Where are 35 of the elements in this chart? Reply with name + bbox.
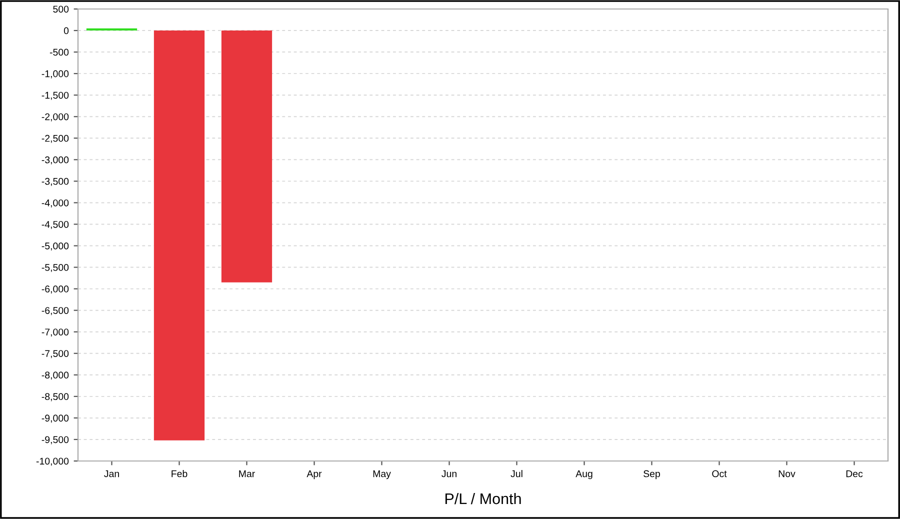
x-tick-label: Jun [442,470,456,478]
x-tick-label: Oct [712,470,727,478]
y-tick-label: -5,500 [42,264,69,272]
x-axis-title: P/L / Month [445,492,521,504]
y-tick-label: -4,000 [42,199,69,208]
y-tick-label: -1,500 [42,92,69,100]
x-tick-label: May [373,470,391,480]
y-tick-label: -500 [50,48,69,56]
y-tick-label: -6,000 [42,286,69,294]
x-tick-label: Jan [104,470,119,478]
y-tick-label: -9,000 [42,414,69,423]
y-tick-label: -7,500 [42,350,69,358]
y-tick-label: -8,000 [42,372,69,380]
y-tick-label: -7,000 [42,328,69,337]
y-tick-label: 500 [53,6,69,13]
y-tick-label: -1,000 [42,70,69,78]
x-tick-label: Dec [846,470,863,478]
y-tick-label: 0 [64,27,69,34]
x-tick-label: Mar [239,470,255,478]
y-tick-label: -2,000 [42,113,69,122]
x-tick-label: Nov [778,470,796,478]
y-tick-label: -4,500 [42,220,69,230]
y-tick-label: -8,500 [42,393,69,402]
y-tick-label: -10,000 [36,458,69,466]
x-tick-label: Apr [306,470,322,480]
x-tick-label: Feb [172,470,188,478]
y-tick-label: -9,500 [42,436,69,444]
y-tick-label: -2,500 [42,134,69,143]
y-tick-label: -6,500 [42,307,69,316]
x-tick-label: Jul [510,470,522,478]
x-tick-label: Aug [576,470,592,480]
y-tick-label: -5,000 [42,242,69,251]
y-tick-label: -3,500 [42,178,69,186]
y-tick-label: -3,000 [42,156,69,164]
x-tick-label: Sep [644,470,660,480]
